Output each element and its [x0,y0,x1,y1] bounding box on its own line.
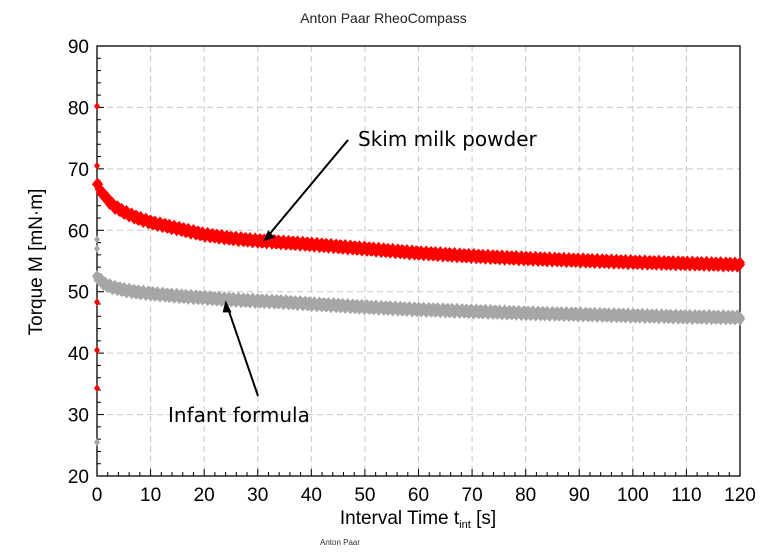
x-tick-label: 120 [724,485,756,506]
x-tick-label: 70 [462,485,483,506]
outlier-marker [94,384,100,393]
x-tick-label: 10 [140,485,161,506]
x-tick-label: 90 [569,485,590,506]
outlier-marker [94,438,100,447]
x-tick-label: 20 [194,485,215,506]
chart-title: Anton Paar RheoCompass [300,10,467,26]
series-layer [92,102,745,447]
series-infant-formula [92,270,745,326]
x-tick-label: 110 [671,485,701,506]
outlier-marker [94,346,100,355]
y-axis-label: Torque M [mN·m] [26,189,47,336]
arrowhead-skim-milk-powder [263,230,276,242]
annotations: Skim milk powder Infant formula [168,127,537,427]
arrow-skim-milk-powder [264,139,349,240]
y-tick-label: 20 [68,467,89,488]
y-tick-label: 50 [68,283,89,304]
outlier-marker [94,102,100,111]
annotation-skim-milk-powder: Skim milk powder [358,127,537,151]
series-skim-milk-powder [92,178,745,273]
grid-lines [97,46,740,476]
outlier-marker [94,235,100,244]
outlier-marker [94,161,100,170]
x-axis-label-main: Interval Time t [340,508,460,529]
data-marker [735,256,745,269]
x-tick-label: 30 [247,485,268,506]
arrow-infant-formula [225,303,259,397]
x-axis-label-unit: [s] [471,508,496,529]
tick-labels: 0 10 20 30 40 50 60 70 80 90 100 110 120 20 30 40 50 60 70… [68,37,756,506]
annotation-infant-formula: Infant formula [168,403,310,427]
arrowhead-infant-formula [222,300,232,313]
y-tick-label: 70 [68,160,89,181]
x-tick-label: 100 [617,485,649,506]
outlier-marker [94,298,100,307]
x-tick-label: 80 [515,485,536,506]
x-axis-label: Interval Time tint [s] [340,508,496,531]
data-marker [735,313,745,326]
x-axis-label-sub: int [459,519,471,531]
y-tick-label: 40 [68,344,89,365]
y-tick-label: 80 [68,98,89,119]
y-tick-label: 90 [68,37,89,58]
y-tick-label: 60 [68,221,89,242]
x-tick-label: 40 [301,485,322,506]
footer-text: Anton Paar [320,538,361,547]
x-tick-label: 60 [408,485,429,506]
x-tick-label: 50 [354,485,375,506]
y-tick-label: 30 [68,406,89,427]
outlier-marker [94,244,100,253]
x-tick-label: 0 [92,485,103,506]
